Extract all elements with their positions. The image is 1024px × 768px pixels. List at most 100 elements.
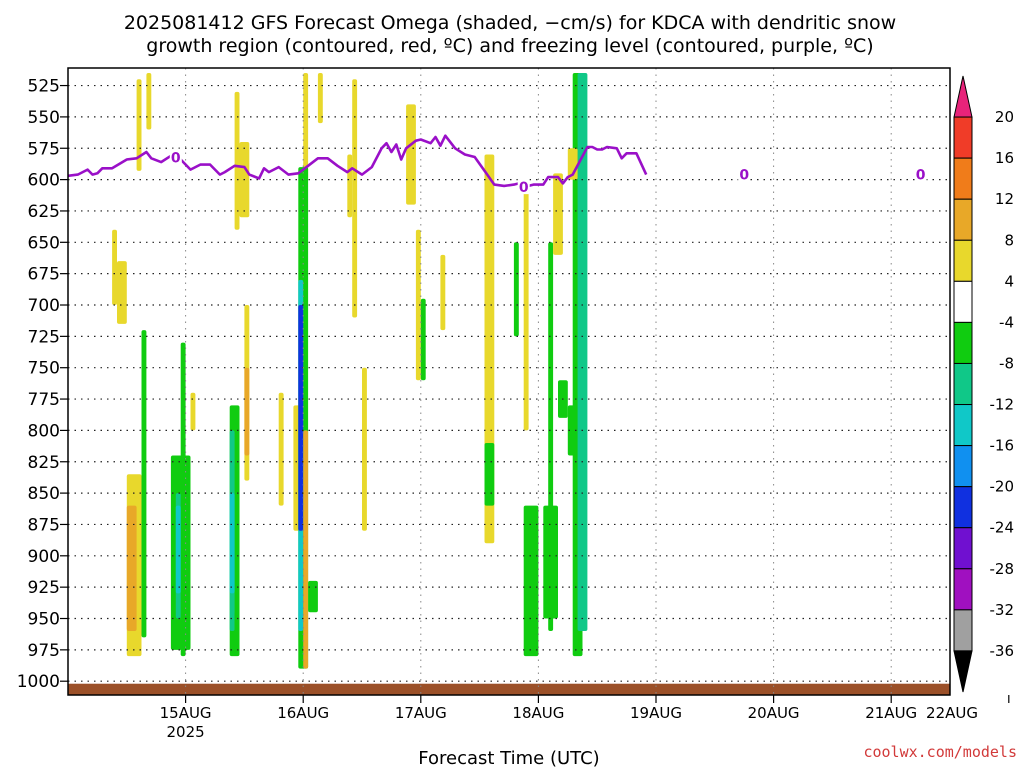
colorbar-bin [953,486,973,529]
omega-region [484,442,495,506]
credit-text: coolwx.com/models [863,743,1017,761]
terrain-strip [68,683,950,695]
y-tick-label: 1000 [17,672,60,692]
plot-area: 0 0 0 0 [67,67,951,696]
y-tick-label: 725 [28,327,60,347]
omega-region [146,73,152,130]
colorbar-bin [953,157,973,200]
omega-region [317,73,323,124]
colorbar-arrow-top [953,75,973,118]
omega-region [303,73,309,180]
x-tick-label: 21AUG [865,704,917,722]
y-tick-label: 900 [28,547,60,567]
plot-background [68,68,950,695]
colorbar-tick-label: -20 [990,478,1015,496]
x-tick-label: 19AUG [630,704,682,722]
colorbar-bin [953,568,973,611]
omega-region [175,505,181,594]
colorbar-tick-label: 12 [995,190,1014,208]
y-tick-label: 975 [28,641,60,661]
y-tick-label: 700 [28,296,60,316]
x-tick-label: 16AUG [277,704,329,722]
omega-region [513,242,519,337]
y-tick-label: 825 [28,453,60,473]
colorbar-bin [953,116,973,159]
omega-region [112,229,117,306]
colorbar-tick-label: -16 [990,437,1015,455]
freezing-level-label: 0 [739,168,749,184]
omega-region [244,367,250,456]
colorbar-bin [953,239,973,282]
omega-region [362,367,367,531]
omega-region [234,612,240,638]
y-tick-label: 650 [28,233,60,253]
y-tick-label: 925 [28,578,60,598]
colorbar-bin [953,404,973,447]
colorbar-legend: 20 16 12 8 4 -4 -8 -12 -16 -20 -24 -28 -32 -36 [953,75,1015,693]
freezing-label-bg [914,165,927,182]
colorbar-tick-label: -36 [990,642,1015,660]
omega-region [553,173,563,255]
colorbar-tick-label: -4 [999,313,1014,331]
y-axis: 525 550 575 600 625 650 675 700 725 750 775 800 825 8… [17,77,68,692]
omega-region [577,73,588,632]
freezing-label-bg [169,148,182,165]
omega-region [117,261,127,324]
terrain-layer [68,683,950,695]
plot-frame [67,67,951,696]
omega-shading-layer [112,73,588,669]
omega-region [415,229,421,381]
x-tick-label: 17AUG [395,704,447,722]
omega-region [420,298,426,381]
colorbar-tick-label: 8 [1004,231,1014,249]
omega-region [352,79,358,318]
x-tick-label: 18AUG [512,704,564,722]
y-tick-label: 800 [28,421,60,441]
freezing-label-bg [517,178,530,195]
colorbar-tick-label: -28 [990,560,1015,578]
freezing-level-label: 0 [519,180,529,196]
freezing-level-label: 0 [171,151,181,167]
colorbar-tick-label: -12 [990,396,1015,414]
colorbar-arrow-bottom [953,650,973,693]
freezing-level-layer: 0 0 0 0 [67,134,927,196]
freezing-label-bg [738,165,751,182]
colorbar-bin [953,321,973,364]
y-tick-label: 525 [28,77,60,97]
colorbar-tick-label: 4 [1004,272,1014,290]
chart-title-line-1: 2025081412 GFS Forecast Omega (shaded, −… [124,12,896,34]
colorbar-tick-label: -8 [999,354,1014,372]
omega-region [308,580,318,613]
y-tick-label: 750 [28,359,60,379]
y-tick-label: 600 [28,171,60,191]
colorbar-bin [953,198,973,241]
colorbar-tick-label: 16 [995,149,1014,167]
omega-region [523,505,539,657]
chart-title-line-2: growth region (contoured, red, ºC) and f… [146,35,873,57]
y-tick-label: 850 [28,484,60,504]
omega-region [298,305,304,531]
omega-region [141,330,147,638]
y-tick-label: 550 [28,108,60,128]
x-tick-sublabel: 2025 [167,723,205,741]
omega-region [234,91,240,230]
omega-region [229,493,235,594]
colorbar-bin [953,609,973,652]
y-tick-label: 875 [28,515,60,535]
x-axis-label: Forecast Time (UTC) [418,748,599,768]
omega-region [548,242,554,632]
omega-region [523,192,529,431]
y-tick-label: 625 [28,202,60,222]
y-tick-label: 575 [28,139,60,159]
x-tick-label: 22AUG [926,704,978,722]
colorbar-tick-label: -24 [990,519,1015,537]
x-tick-label: 15AUG [160,704,212,722]
omega-region [278,392,284,506]
omega-region [190,392,196,431]
freezing-level-label: 0 [916,168,926,184]
omega-region [406,104,416,205]
colorbar-bin [953,280,973,323]
colorbar-tick-label: -32 [990,601,1015,619]
